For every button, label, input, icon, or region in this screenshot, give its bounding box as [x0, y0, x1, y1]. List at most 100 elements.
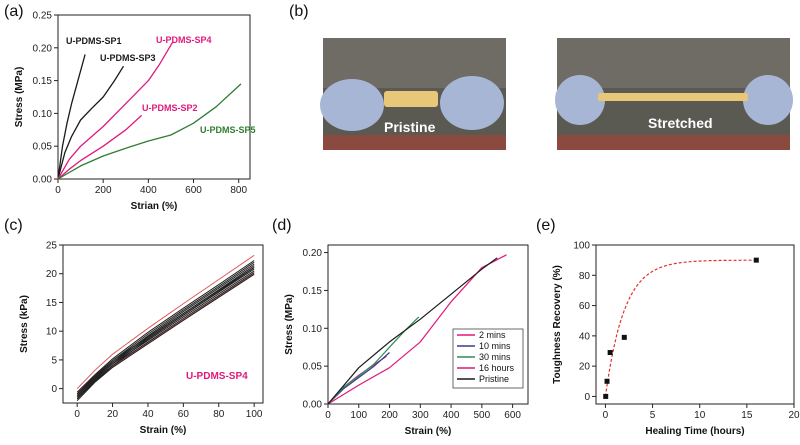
- photo-stretched-ruler: [557, 135, 790, 150]
- x-tick-label-d: 300: [412, 410, 429, 421]
- x-tick-label-d: 600: [504, 410, 521, 421]
- panel-label-d: (d): [272, 217, 292, 234]
- panel-label-b: (b): [289, 3, 309, 20]
- annotation-a-2: U-PDMS-SP4: [156, 35, 212, 45]
- x-tick-label-e: 0: [603, 410, 609, 421]
- y-tick-label-d: 0.00: [303, 400, 323, 411]
- photo-pristine-left-glove: [320, 79, 384, 131]
- data-point-e-2: [607, 350, 613, 356]
- y-tick-label-c: 0: [51, 384, 57, 395]
- photo-stretched-caption: Stretched: [648, 115, 713, 131]
- x-tick-label-c: 60: [178, 409, 190, 420]
- y-tick-label-e: 40: [579, 331, 591, 342]
- x-tick-label-e: 15: [741, 410, 753, 421]
- series-line-d-1: [327, 352, 390, 405]
- data-point-e-1: [604, 378, 610, 384]
- y-tick-label-c: 25: [46, 241, 58, 252]
- series-line-c-3-3: [76, 268, 255, 396]
- chart-d: 0 100 200 300 400 500 600 0.00 0.05 0.10 0.15 0.20 S…: [284, 244, 529, 437]
- series-line-d-4: [327, 257, 498, 405]
- y-tick-label-a: 0.10: [33, 109, 53, 120]
- y-tick-label-e: 0: [584, 392, 590, 403]
- photo-stretched-right-glove: [743, 75, 793, 125]
- panel-label-c: (c): [4, 217, 23, 234]
- y-tick-label-a: 0.20: [33, 43, 53, 54]
- legend-label-d-2: 30 mins: [479, 352, 511, 362]
- x-tick-label-c: 100: [246, 409, 263, 420]
- y-tick-label-a: 0.00: [33, 175, 53, 186]
- series-line-d-3: [327, 254, 507, 405]
- y-tick-label-c: 5: [51, 355, 57, 366]
- annotation-a-1: U-PDMS-SP3: [100, 53, 156, 63]
- y-tick-label-d: 0.15: [303, 286, 323, 297]
- annotation-c: U-PDMS-SP4: [186, 371, 248, 382]
- photo-stretched: Stretched: [555, 38, 793, 150]
- x-tick-label-d: 400: [443, 410, 460, 421]
- series-line-a-4: [57, 83, 242, 180]
- y-tick-label-e: 80: [579, 271, 591, 282]
- legend-label-d-0: 2 mins: [479, 330, 506, 340]
- photo-pristine-caption: Pristine: [384, 119, 436, 135]
- y-tick-label-a: 0.15: [33, 76, 53, 87]
- panel-label-e: (e): [536, 217, 556, 234]
- x-tick-label-c: 80: [213, 409, 225, 420]
- photo-stretched-sample: [598, 93, 748, 101]
- y-axis-title-c: Stress (kPa): [19, 295, 30, 353]
- y-tick-label-a: 0.05: [33, 142, 53, 153]
- photo-pristine-sample: [384, 91, 438, 107]
- y-axis-title-d: Stress (MPa): [284, 294, 295, 355]
- y-axis-title-a: Stress (MPa): [14, 67, 25, 128]
- x-axis-title-d: Strain (%): [405, 426, 452, 437]
- chart-c: 0 20 40 60 80 100 0 5 10 15 20 25 Strain (%) Stress (…: [19, 241, 264, 436]
- photo-stretched-wall: [557, 38, 790, 88]
- legend-label-d-1: 10 mins: [479, 341, 511, 351]
- y-axis-title-e: Toughness Recovery (%): [552, 265, 563, 384]
- x-axis-title-e: Healing Time (hours): [645, 426, 744, 437]
- x-tick-label-a: 0: [55, 185, 61, 196]
- photo-stretched-left-glove: [555, 75, 605, 125]
- plot-frame-a: [57, 14, 251, 180]
- series-line-a-1: [57, 65, 125, 180]
- x-tick-label-c: 20: [107, 409, 119, 420]
- series-line-c-3-1: [76, 272, 255, 400]
- data-point-e-4: [753, 257, 759, 263]
- series-line-c-3-4: [76, 266, 255, 395]
- chart-e: 0 5 10 15 20 0 20 40 60 80 100 Healing Time (hours)…: [552, 241, 800, 438]
- x-tick-label-d: 500: [474, 410, 491, 421]
- x-tick-label-d: 100: [350, 410, 367, 421]
- x-tick-label-a: 200: [95, 185, 112, 196]
- chart-a: 0 200 400 600 800 0.00 0.05 0.10 0.15 0.20 0.25 Str…: [14, 11, 256, 213]
- data-point-e-0: [603, 393, 609, 399]
- x-tick-label-d: 200: [381, 410, 398, 421]
- y-tick-label-e: 100: [573, 241, 590, 252]
- y-tick-label-d: 0.20: [303, 248, 323, 259]
- y-tick-label-e: 60: [579, 301, 591, 312]
- x-tick-label-e: 10: [694, 410, 706, 421]
- x-tick-label-a: 400: [140, 185, 157, 196]
- series-line-c-0-0: [76, 254, 255, 389]
- photo-pristine: Pristine: [320, 38, 506, 150]
- x-tick-label-e: 5: [650, 410, 656, 421]
- y-tick-label-c: 15: [46, 298, 58, 309]
- x-tick-label-c: 40: [142, 409, 154, 420]
- x-tick-label-a: 600: [185, 185, 202, 196]
- y-tick-label-d: 0.05: [303, 362, 323, 373]
- panel-label-a: (a): [4, 3, 24, 20]
- x-tick-label-a: 800: [230, 185, 247, 196]
- series-line-c-3-0: [76, 273, 255, 402]
- series-line-c-3-2: [76, 270, 255, 398]
- y-tick-label-e: 20: [579, 362, 591, 373]
- y-tick-label-a: 0.25: [33, 11, 53, 22]
- annotation-a-3: U-PDMS-SP2: [142, 103, 198, 113]
- photo-pristine-ruler: [323, 135, 506, 150]
- x-axis-title-c: Strain (%): [140, 425, 187, 436]
- annotation-a-4: U-PDMS-SP5: [200, 125, 256, 135]
- series-line-a-3: [57, 114, 143, 180]
- plot-frame-e: [595, 244, 795, 405]
- fit-curve-e: [604, 259, 759, 397]
- plot-frame-d: [327, 244, 529, 405]
- y-tick-label-c: 20: [46, 269, 58, 280]
- legend-label-d-3: 16 hours: [479, 363, 515, 373]
- x-tick-label-d: 0: [325, 410, 331, 421]
